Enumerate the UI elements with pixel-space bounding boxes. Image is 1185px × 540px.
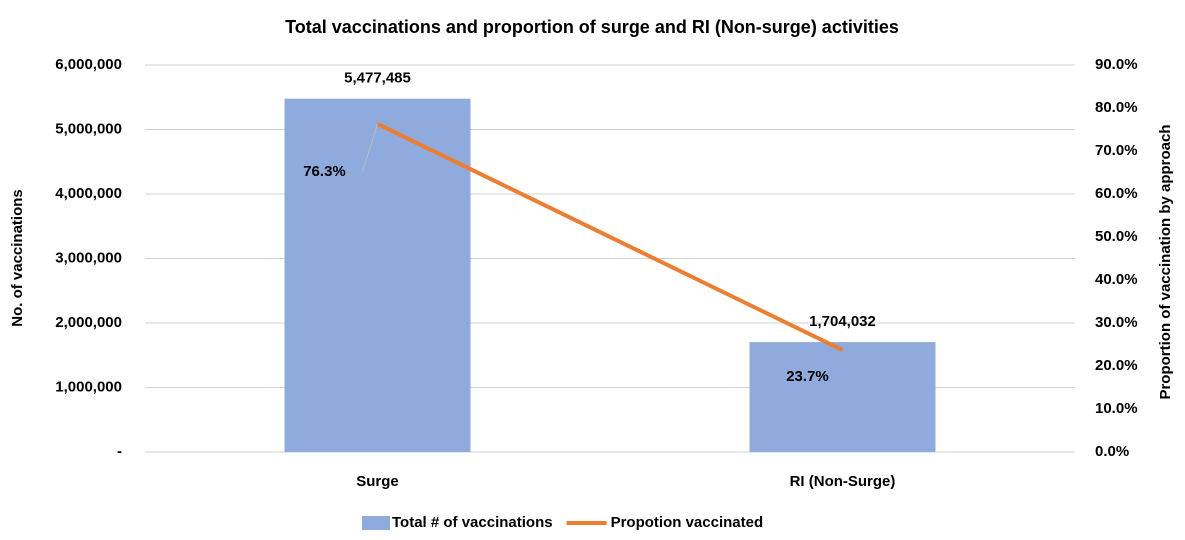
y2-tick-label: 70.0% (1095, 142, 1138, 159)
line (376, 122, 844, 352)
legend-swatch (362, 516, 390, 530)
bar-value-label: 1,704,032 (809, 313, 876, 330)
y2-tick-label: 10.0% (1095, 400, 1138, 417)
x-tick-label: RI (Non-Surge) (790, 473, 896, 490)
y-tick-label: 4,000,000 (55, 185, 122, 202)
line-value-label: 76.3% (303, 163, 346, 180)
y-tick-label: 5,000,000 (55, 120, 122, 137)
y-tick-label: 3,000,000 (55, 249, 122, 266)
y2-tick-label: 30.0% (1095, 314, 1138, 331)
y-tick-label: 6,000,000 (55, 56, 122, 73)
line-value-label: 23.7% (786, 368, 829, 385)
bar (749, 342, 936, 452)
y2-axis-title: Proportion of vaccination by approach (1157, 124, 1174, 399)
y-tick-label: - (117, 443, 122, 460)
y2-tick-label: 50.0% (1095, 228, 1138, 245)
leader-line (362, 123, 378, 173)
bar-value-label: 5,477,485 (344, 70, 411, 87)
y2-tick-label: 60.0% (1095, 185, 1138, 202)
y2-tick-label: 0.0% (1095, 443, 1129, 460)
y-axis-title: No. of vaccinations (9, 189, 26, 327)
y2-tick-label: 20.0% (1095, 357, 1138, 374)
chart-title: Total vaccinations and proportion of sur… (285, 17, 899, 37)
y-tick-label: 1,000,000 (55, 378, 122, 395)
y2-tick-label: 40.0% (1095, 271, 1138, 288)
legend-label: Propotion vaccinated (611, 514, 764, 531)
y2-tick-label: 90.0% (1095, 56, 1138, 73)
y2-tick-label: 80.0% (1095, 99, 1138, 116)
y-tick-label: 2,000,000 (55, 314, 122, 331)
bar (284, 98, 471, 453)
x-tick-label: Surge (356, 473, 399, 490)
legend-label: Total # of vaccinations (392, 514, 553, 531)
